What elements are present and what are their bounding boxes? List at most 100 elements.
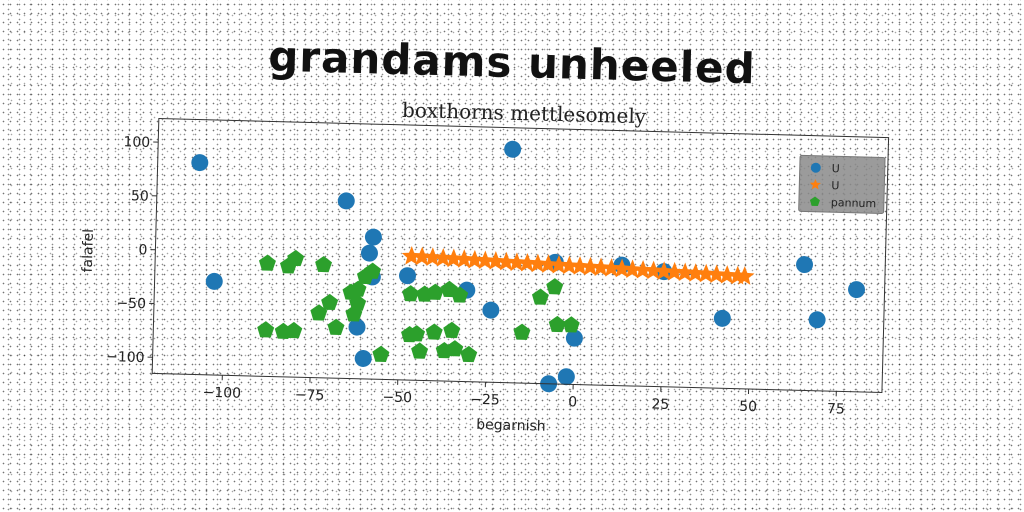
data-point [287, 249, 305, 267]
data-point [664, 261, 685, 281]
data-point [475, 250, 496, 270]
legend-label: pannum [831, 196, 877, 210]
data-point [496, 251, 517, 271]
x-tick-label: 75 [827, 401, 845, 417]
data-point [612, 258, 632, 278]
data-point [580, 256, 601, 276]
data-point [315, 255, 333, 273]
y-tick-label: 50 [131, 188, 149, 204]
data-point [425, 323, 443, 340]
data-point [517, 252, 538, 272]
y-tick-label: −50 [116, 296, 146, 313]
y-tick-label: 0 [138, 242, 147, 258]
series-star [401, 246, 755, 285]
data-point [348, 318, 366, 336]
data-point [446, 340, 464, 357]
data-point [321, 293, 339, 311]
data-point [549, 254, 569, 274]
data-point [360, 244, 378, 262]
data-point [285, 321, 303, 339]
legend-label: U [832, 162, 840, 175]
data-point [257, 321, 275, 338]
data-point [443, 248, 464, 268]
data-point [591, 257, 611, 277]
data-point [402, 285, 420, 302]
data-point [411, 342, 429, 359]
x-tick-label: −25 [470, 392, 500, 409]
data-point [451, 286, 469, 303]
data-point [191, 154, 209, 172]
data-point [796, 256, 814, 274]
series-circle [191, 140, 866, 393]
data-point [399, 267, 417, 285]
data-point [622, 259, 643, 279]
data-point [412, 246, 432, 266]
data-point [513, 323, 531, 340]
data-point [559, 255, 580, 275]
legend-marker [809, 179, 821, 190]
data-point [372, 345, 390, 363]
plot-frame [151, 117, 890, 394]
data-point [504, 140, 522, 158]
data-point [482, 301, 500, 319]
data-point [527, 253, 548, 273]
data-point [337, 192, 355, 210]
x-axis-ticks: −100 −75 −50 −25 0 25 50 75 [202, 375, 845, 418]
x-tick-label: −75 [295, 387, 325, 404]
data-point [349, 280, 367, 297]
data-point [675, 262, 695, 282]
legend-label: U [831, 179, 839, 192]
data-point [717, 265, 737, 284]
data-point [601, 258, 622, 277]
data-point [364, 262, 382, 279]
data-point [454, 249, 475, 269]
data-point [734, 266, 755, 285]
data-point [546, 278, 564, 295]
x-tick-label: −50 [382, 389, 412, 406]
data-point [460, 345, 478, 363]
data-point [654, 261, 674, 281]
series-pentagon [257, 249, 580, 363]
x-axis-label: begarnish [476, 417, 546, 435]
y-axis-label: falafel [80, 229, 97, 273]
data-point [713, 309, 731, 327]
data-point [205, 272, 223, 290]
y-axis-ticks: 100 50 0 −50 −100 [106, 134, 159, 366]
chart-subtitle: boxthorns mettlesomely [402, 98, 647, 128]
legend-marker [809, 196, 820, 206]
data-point [364, 228, 382, 246]
data-point [696, 263, 716, 283]
data-point [685, 263, 706, 283]
y-tick-label: −100 [106, 349, 145, 366]
data-point [485, 251, 506, 270]
x-tick-label: 25 [651, 396, 669, 412]
data-point [643, 260, 664, 280]
data-point [562, 316, 580, 333]
data-point [633, 260, 653, 279]
data-point [310, 304, 328, 321]
data-point [426, 283, 444, 300]
data-point [565, 329, 583, 347]
x-tick-label: 50 [739, 399, 757, 415]
data-point [569, 256, 590, 276]
y-tick-label: 100 [123, 134, 150, 151]
data-point [706, 264, 727, 284]
data-point [548, 315, 566, 333]
x-tick-label: 0 [568, 394, 577, 410]
x-tick-label: −100 [202, 385, 241, 402]
data-point [848, 281, 866, 299]
data-point [422, 247, 443, 267]
legend-marker [810, 162, 821, 173]
data-point [443, 321, 461, 339]
data-point [557, 368, 575, 386]
data-point [538, 254, 559, 274]
data-point [808, 311, 826, 329]
data-point [327, 318, 345, 336]
data-point [506, 252, 527, 272]
data-point [408, 325, 426, 342]
data-point [258, 254, 276, 271]
data-point [464, 249, 485, 269]
data-point [433, 247, 453, 267]
data-point [531, 288, 549, 305]
